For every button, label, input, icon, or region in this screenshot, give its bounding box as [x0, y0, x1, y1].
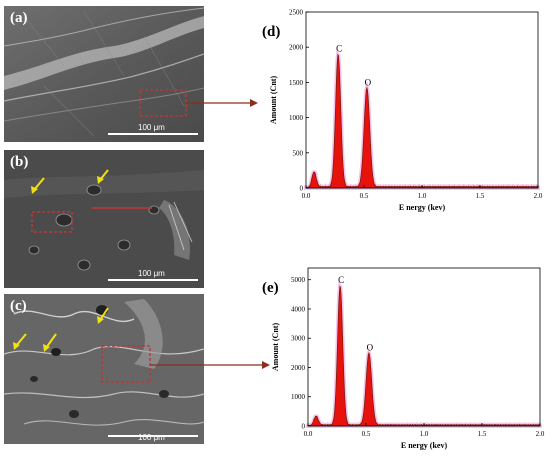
y-axis-label-e: Amount (Cnt) [271, 323, 280, 372]
x-tick-label-e-4: 2.0 [536, 430, 545, 438]
y-tick-label-d-5: 2500 [289, 9, 304, 17]
y-tick-label-e-0: 0 [302, 423, 306, 431]
x-tick-label-d-3: 1.5 [476, 192, 485, 200]
y-tick-label-d-0: 0 [300, 185, 304, 193]
scale-label-a: 100 μm [138, 123, 165, 132]
eds-spectrum-d: (d) 0 500 1000 1500 2000 2500 0.0 0.5 1.0 1.5 2.0 C O… [258, 6, 550, 214]
panel-label-c: (c) [10, 298, 27, 314]
sem-texture-c: 100 μm [4, 294, 204, 444]
y-tick-label-e-4: 4000 [291, 305, 306, 313]
scale-label-c: 100 μm [138, 433, 165, 442]
x-tick-label-e-1: 0.5 [362, 430, 371, 438]
sem-image-b: 100 μm (b) [4, 150, 204, 288]
peak-label-d-o: O [365, 77, 372, 87]
yellow-arrow-b1-icon [31, 177, 45, 194]
y-tick-label-d-4: 2000 [289, 44, 304, 52]
x-axis-label-d: E nergy (kev) [399, 203, 446, 212]
x-tick-label-d-2: 1.0 [418, 192, 427, 200]
peak-label-e-o: O [367, 342, 374, 352]
y-tick-label-e-5: 5000 [291, 276, 306, 284]
x-tick-label-d-1: 0.5 [360, 192, 369, 200]
yellow-arrow-c1-icon [97, 307, 109, 324]
y-tick-label-d-3: 1500 [289, 79, 304, 87]
chart-panel-label-d: (d) [262, 24, 280, 40]
yellow-arrow-b2-icon [97, 169, 109, 184]
sem-texture-b: 100 μm [4, 150, 204, 288]
sem-image-c: 100 μm (c) [4, 294, 204, 444]
scale-label-b: 100 μm [138, 269, 165, 278]
sem-texture-a: 100 μm [4, 6, 204, 142]
chart-panel-label-e: (e) [262, 280, 279, 296]
y-tick-label-e-3: 3000 [291, 335, 306, 343]
peak-label-e-c: C [338, 275, 344, 285]
chart-d-svg: (d) 0 500 1000 1500 2000 2500 0.0 0.5 1.0 1.5 2.0 C O… [262, 9, 543, 213]
y-tick-label-e-2: 2000 [291, 364, 306, 372]
panel-label-b: (b) [10, 154, 29, 170]
analysis-box-c [101, 345, 151, 383]
y-axis-label-d: Amount (Cnt) [269, 76, 278, 125]
yellow-arrow-c3-icon [43, 333, 57, 352]
eds-spectrum-e: (e) 0 1000 2000 3000 4000 5000 0.0 0.5 1.0 1.5 2.0 C… [258, 260, 550, 456]
x-tick-label-d-4: 2.0 [534, 192, 543, 200]
analysis-box-a [139, 89, 187, 117]
y-tick-label-e-1: 1000 [291, 393, 306, 401]
yellow-arrow-c2-icon [13, 333, 27, 350]
analysis-box-b1 [31, 211, 73, 233]
y-tick-label-d-1: 500 [293, 149, 304, 157]
x-tick-label-e-2: 1.0 [420, 430, 429, 438]
panel-label-a: (a) [10, 10, 28, 26]
x-tick-label-e-3: 1.5 [478, 430, 487, 438]
chart-e-svg: (e) 0 1000 2000 3000 4000 5000 0.0 0.5 1.0 1.5 2.0 C… [262, 267, 545, 450]
x-tick-label-e-0: 0.0 [304, 430, 313, 438]
x-tick-label-d-0: 0.0 [302, 192, 311, 200]
y-tick-label-d-2: 1000 [289, 114, 304, 122]
x-axis-label-e: E nergy (kev) [401, 441, 448, 450]
peak-label-d-c: C [336, 44, 342, 54]
sem-image-a: 100 μm (a) [4, 6, 204, 142]
